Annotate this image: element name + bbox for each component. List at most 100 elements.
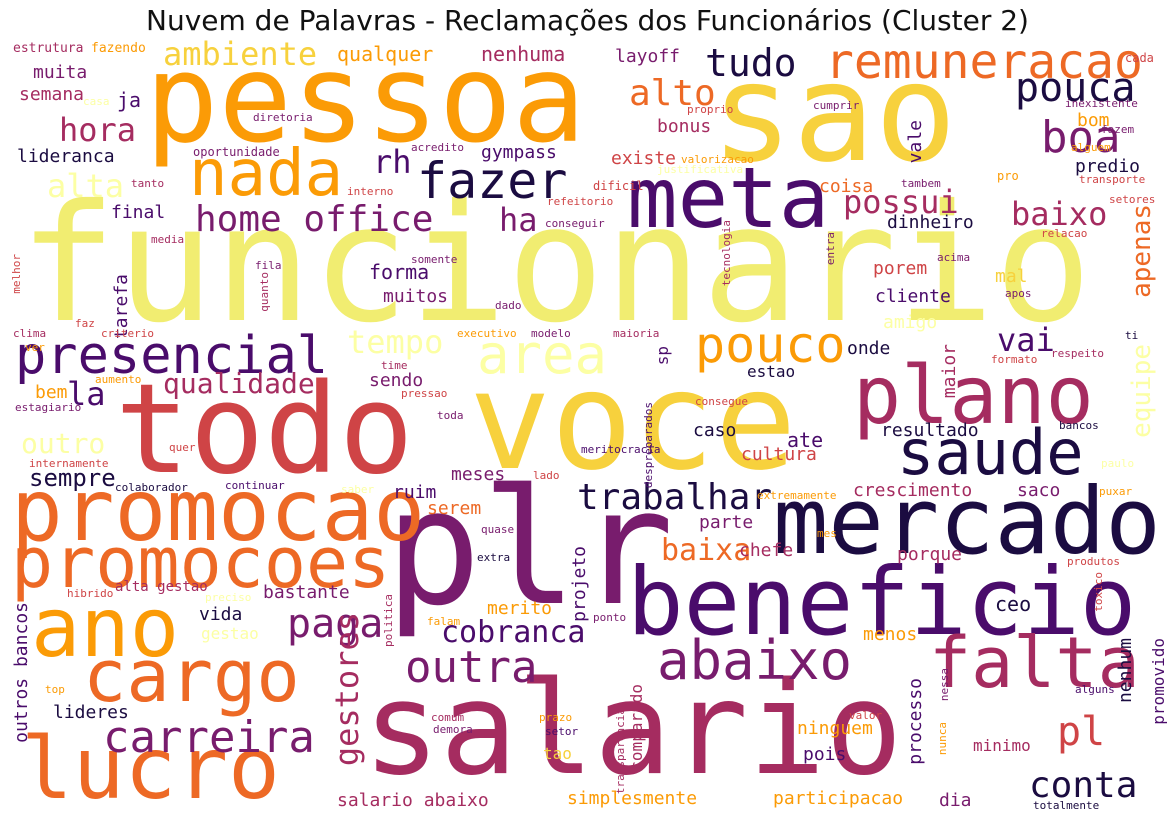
word: dificil [593, 179, 644, 193]
word: valorizacao [681, 153, 754, 166]
word: diretoria [253, 111, 313, 124]
word: alguns [1075, 683, 1115, 696]
word: clima [13, 327, 47, 340]
word: final [111, 202, 166, 223]
word: tecnologia [720, 220, 733, 287]
word: layoff [615, 46, 681, 67]
word: lideranca [17, 146, 115, 167]
word: nenhuma [481, 42, 566, 66]
word: ponto [593, 611, 627, 624]
word: criterio [101, 327, 154, 340]
word: outros bancos [11, 602, 32, 743]
word: porem [873, 258, 928, 279]
word: vale [905, 120, 926, 164]
word: toxico [1092, 572, 1105, 612]
word: qualidade [163, 367, 315, 400]
word: estagiario [15, 401, 82, 414]
word: baixo [1011, 195, 1108, 233]
word: tempo [347, 323, 444, 361]
word: gympass [481, 142, 557, 163]
word: muitos [383, 286, 449, 307]
word: sp [653, 346, 672, 366]
word: cliente [875, 286, 951, 307]
word: salario [363, 655, 903, 804]
word: parte [699, 512, 754, 533]
word: tudo [705, 41, 797, 85]
word: relacao [1041, 227, 1088, 240]
word: quanto [258, 272, 271, 312]
word: formato [991, 353, 1038, 366]
word: faz [75, 317, 95, 330]
word: pl [1057, 709, 1106, 755]
chart-title: Nuvem de Palavras - Reclamações dos Func… [146, 4, 1029, 37]
word: mal [995, 266, 1028, 287]
word: vida [199, 604, 243, 625]
word: aumento [95, 373, 142, 386]
word: existe [611, 148, 677, 169]
word: qualquer [337, 42, 434, 66]
word: plr [385, 454, 674, 641]
word: ja [117, 88, 142, 112]
word: chefe [739, 540, 794, 561]
word: dado [495, 299, 522, 312]
word: falam [427, 615, 461, 628]
word: media [151, 233, 185, 246]
word: boa [1041, 112, 1121, 163]
word: nada [189, 137, 344, 211]
word: alta [47, 167, 125, 205]
word: gestao [201, 624, 259, 643]
word: pressao [401, 387, 448, 400]
word: comparado [627, 684, 646, 771]
word: paulo [1101, 457, 1135, 470]
word: forma [369, 260, 430, 284]
word: comum [431, 711, 465, 724]
word: paga [287, 601, 384, 647]
word: dia [939, 790, 972, 811]
word: time [381, 359, 408, 372]
word: promovido [1149, 638, 1167, 725]
word: cumprir [813, 99, 860, 112]
word: justificativa [657, 163, 744, 176]
word: mes [817, 527, 837, 540]
word: baixa [661, 533, 752, 568]
word: resultado [881, 420, 979, 441]
word: colaborador [115, 481, 188, 494]
word: bancos [1059, 419, 1099, 432]
word: consegue [695, 395, 748, 408]
word-cloud: funcionario pessoa sao todo voce plr sal… [7, 38, 1167, 816]
word: participacao [773, 788, 904, 809]
word: ruim [393, 482, 437, 503]
word: somente [411, 253, 458, 266]
word: caso [693, 420, 737, 441]
word: oportunidade [193, 145, 280, 159]
word: crescimento [853, 480, 973, 501]
word: apenas [1127, 204, 1157, 298]
word: transparencia [614, 708, 627, 795]
word: saco [1017, 480, 1061, 501]
word: pois [803, 744, 847, 765]
word: demora [433, 723, 473, 736]
word: ceo [995, 592, 1032, 616]
word: preciso [205, 591, 252, 604]
word: la [67, 375, 106, 413]
word: rh [373, 143, 412, 181]
word: falta [929, 622, 1140, 704]
word: pro [997, 169, 1019, 183]
word: onde [847, 338, 891, 359]
word: pouca [1015, 65, 1136, 111]
word: bem [35, 382, 68, 403]
word: bastante [263, 582, 350, 603]
word: proprio [687, 103, 734, 116]
word: vai [997, 321, 1055, 359]
word: tanto [131, 177, 165, 190]
word: pouco [695, 316, 846, 374]
word: alta gestao [115, 579, 208, 595]
word: modelo [531, 327, 571, 340]
word: todo [115, 358, 414, 502]
word: lideres [53, 702, 129, 723]
word: trabalhar [577, 477, 773, 518]
word: promocoes [11, 522, 391, 604]
word: processo [905, 678, 926, 765]
word: beneficio [627, 548, 1137, 657]
word: apos [1005, 287, 1032, 300]
